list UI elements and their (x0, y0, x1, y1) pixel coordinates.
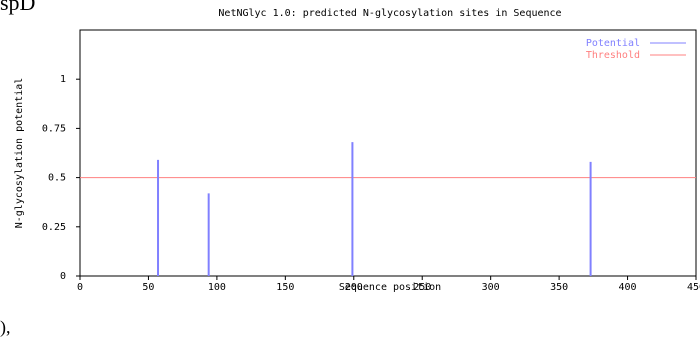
chart-title: NetNGlyc 1.0: predicted N-glycosylation … (218, 8, 561, 19)
x-tick-label: 400 (619, 282, 637, 293)
x-tick-label: 450 (687, 282, 700, 293)
x-tick-label: 200 (345, 282, 363, 293)
y-tick-label: 1 (60, 74, 66, 85)
cropped-text-fragment: spD (0, 0, 36, 15)
x-tick-label: 300 (482, 282, 500, 293)
x-tick-label: 0 (77, 282, 83, 293)
x-tick-label: 150 (276, 282, 294, 293)
y-tick-label: 0 (60, 271, 66, 282)
y-tick-label: 0.25 (42, 222, 66, 233)
x-tick-label: 100 (208, 282, 226, 293)
y-tick-label: 0.5 (48, 173, 66, 184)
glycosylation-chart: NetNGlyc 1.0: predicted N-glycosylation … (14, 8, 700, 293)
y-tick-label: 0.75 (42, 123, 66, 134)
y-axis-label: N-glycosylation potential (14, 78, 25, 229)
x-tick-label: 350 (550, 282, 568, 293)
plot-area (79, 29, 697, 277)
legend-potential-label: Potential (586, 38, 640, 49)
legend-threshold-label: Threshold (586, 50, 640, 61)
x-tick-label: 50 (142, 282, 154, 293)
x-tick-label: 250 (413, 282, 431, 293)
legend: Potential Threshold (586, 38, 686, 61)
x-axis-label: Sequence position (339, 282, 441, 293)
